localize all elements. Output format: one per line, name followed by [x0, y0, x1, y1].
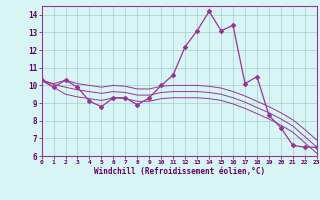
X-axis label: Windchill (Refroidissement éolien,°C): Windchill (Refroidissement éolien,°C) [94, 167, 265, 176]
